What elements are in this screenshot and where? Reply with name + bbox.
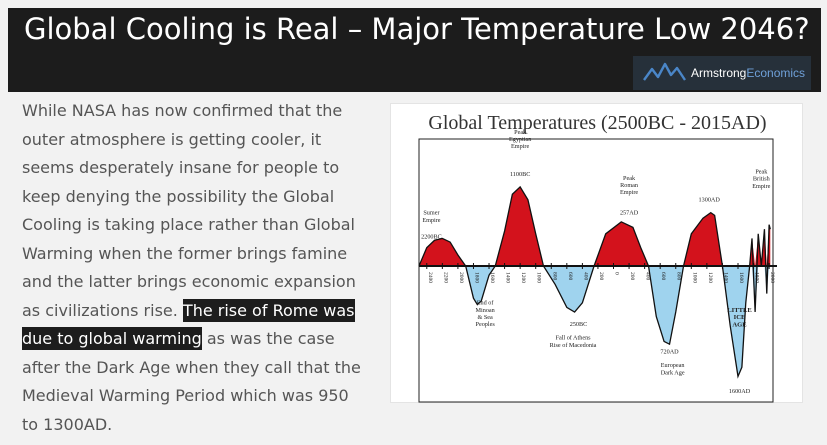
annotation-label: Empire [422,217,440,224]
annotation-label: AGE [732,321,747,328]
x-tick-label: 1600 [489,272,495,283]
x-tick-label: 1400 [505,272,511,283]
warm-area [419,186,771,266]
x-tick-label: 2000 [769,272,775,283]
x-tick-label: 200 [629,272,635,281]
x-tick-label: 1800 [754,272,760,283]
x-tick-label: 600 [567,272,573,281]
article-text-continued: as was the case after the Dark Age when … [22,329,361,434]
x-tick-label: 1600 [738,272,744,283]
x-tick-label: 200 [598,272,604,281]
x-tick-label: 800 [676,272,682,281]
temperature-line [418,185,771,379]
annotation-label: Roman [620,182,638,189]
article-title: Global Cooling is Real – Major Temperatu… [24,12,810,46]
annotation-label: Empire [511,143,529,150]
annotation-label: Peak [623,175,636,182]
x-tick-label: 1000 [691,272,697,283]
x-tick-label: 400 [645,272,651,281]
annotation-label: 1600AD [729,388,751,395]
armstrong-economics-logo[interactable]: ArmstrongEconomics [633,56,811,90]
annotation-label: Dark Age [661,369,685,376]
x-tick-label: 1200 [520,272,526,283]
x-tick-label: 2000 [458,272,464,283]
temperature-chart: 2400 2200 2000 1800 1600 1400 1200 1000 800 600 40… [418,129,777,403]
x-tick-label: 1000 [536,272,542,283]
annotation-label: End of [477,300,495,307]
annotation-label: British [753,176,771,183]
article-header: Global Cooling is Real – Major Temperatu… [8,8,821,92]
annotation-label: LITTLE [727,307,752,314]
annotation-label: European [661,362,685,369]
annotation-label: 2200BC [421,233,442,240]
chart-title: Global Temperatures (2500BC - 2015AD) [428,112,767,134]
annotation-label: ICE [734,314,746,321]
annotation-label: Minoan [476,307,495,314]
annotation-label: Empire [620,189,638,196]
annotation-label: Rise of Macedonia [550,342,597,349]
annotation-label: Empire [752,183,770,190]
x-tick-label: 800 [551,272,557,281]
x-tick-label: 600 [660,272,666,281]
annotation-label: 250BC [570,321,588,328]
plot-frame [418,138,774,403]
annotation-label: 720AD [660,348,679,355]
brand-name: ArmstrongEconomics [691,66,806,80]
x-tick-label: 1200 [707,272,713,283]
x-tick-label: 0 [614,272,620,275]
annotation-label: 257AD [620,209,639,216]
article-text: While NASA has now confirmed that the ou… [22,101,356,320]
annotation-label: 1300AD [699,197,721,204]
x-tick-label: 2200 [442,272,448,283]
annotation-label: 1100BC [510,171,530,178]
wave-logo-icon [643,62,686,81]
x-tick-label: 400 [582,272,588,281]
annotation-label: & Sea [477,314,493,321]
annotation-label: Egyptian [509,136,531,143]
x-tick-label: 1800 [473,272,479,283]
x-tick-label: 1400 [722,272,728,283]
x-tick-label: 2400 [427,272,433,283]
annotation-label: Sumer [423,210,439,217]
annotation-label: Peak [755,168,768,175]
annotation-label: Peoples [476,321,496,328]
cool-area [419,266,771,377]
temperature-chart-figure: Global Temperatures (2500BC - 2015AD) 24… [390,103,803,403]
article-body: While NASA has now confirmed that the ou… [22,97,362,439]
annotation-label: Peak [514,129,527,136]
annotation-label: Fall of Athens [556,335,592,342]
